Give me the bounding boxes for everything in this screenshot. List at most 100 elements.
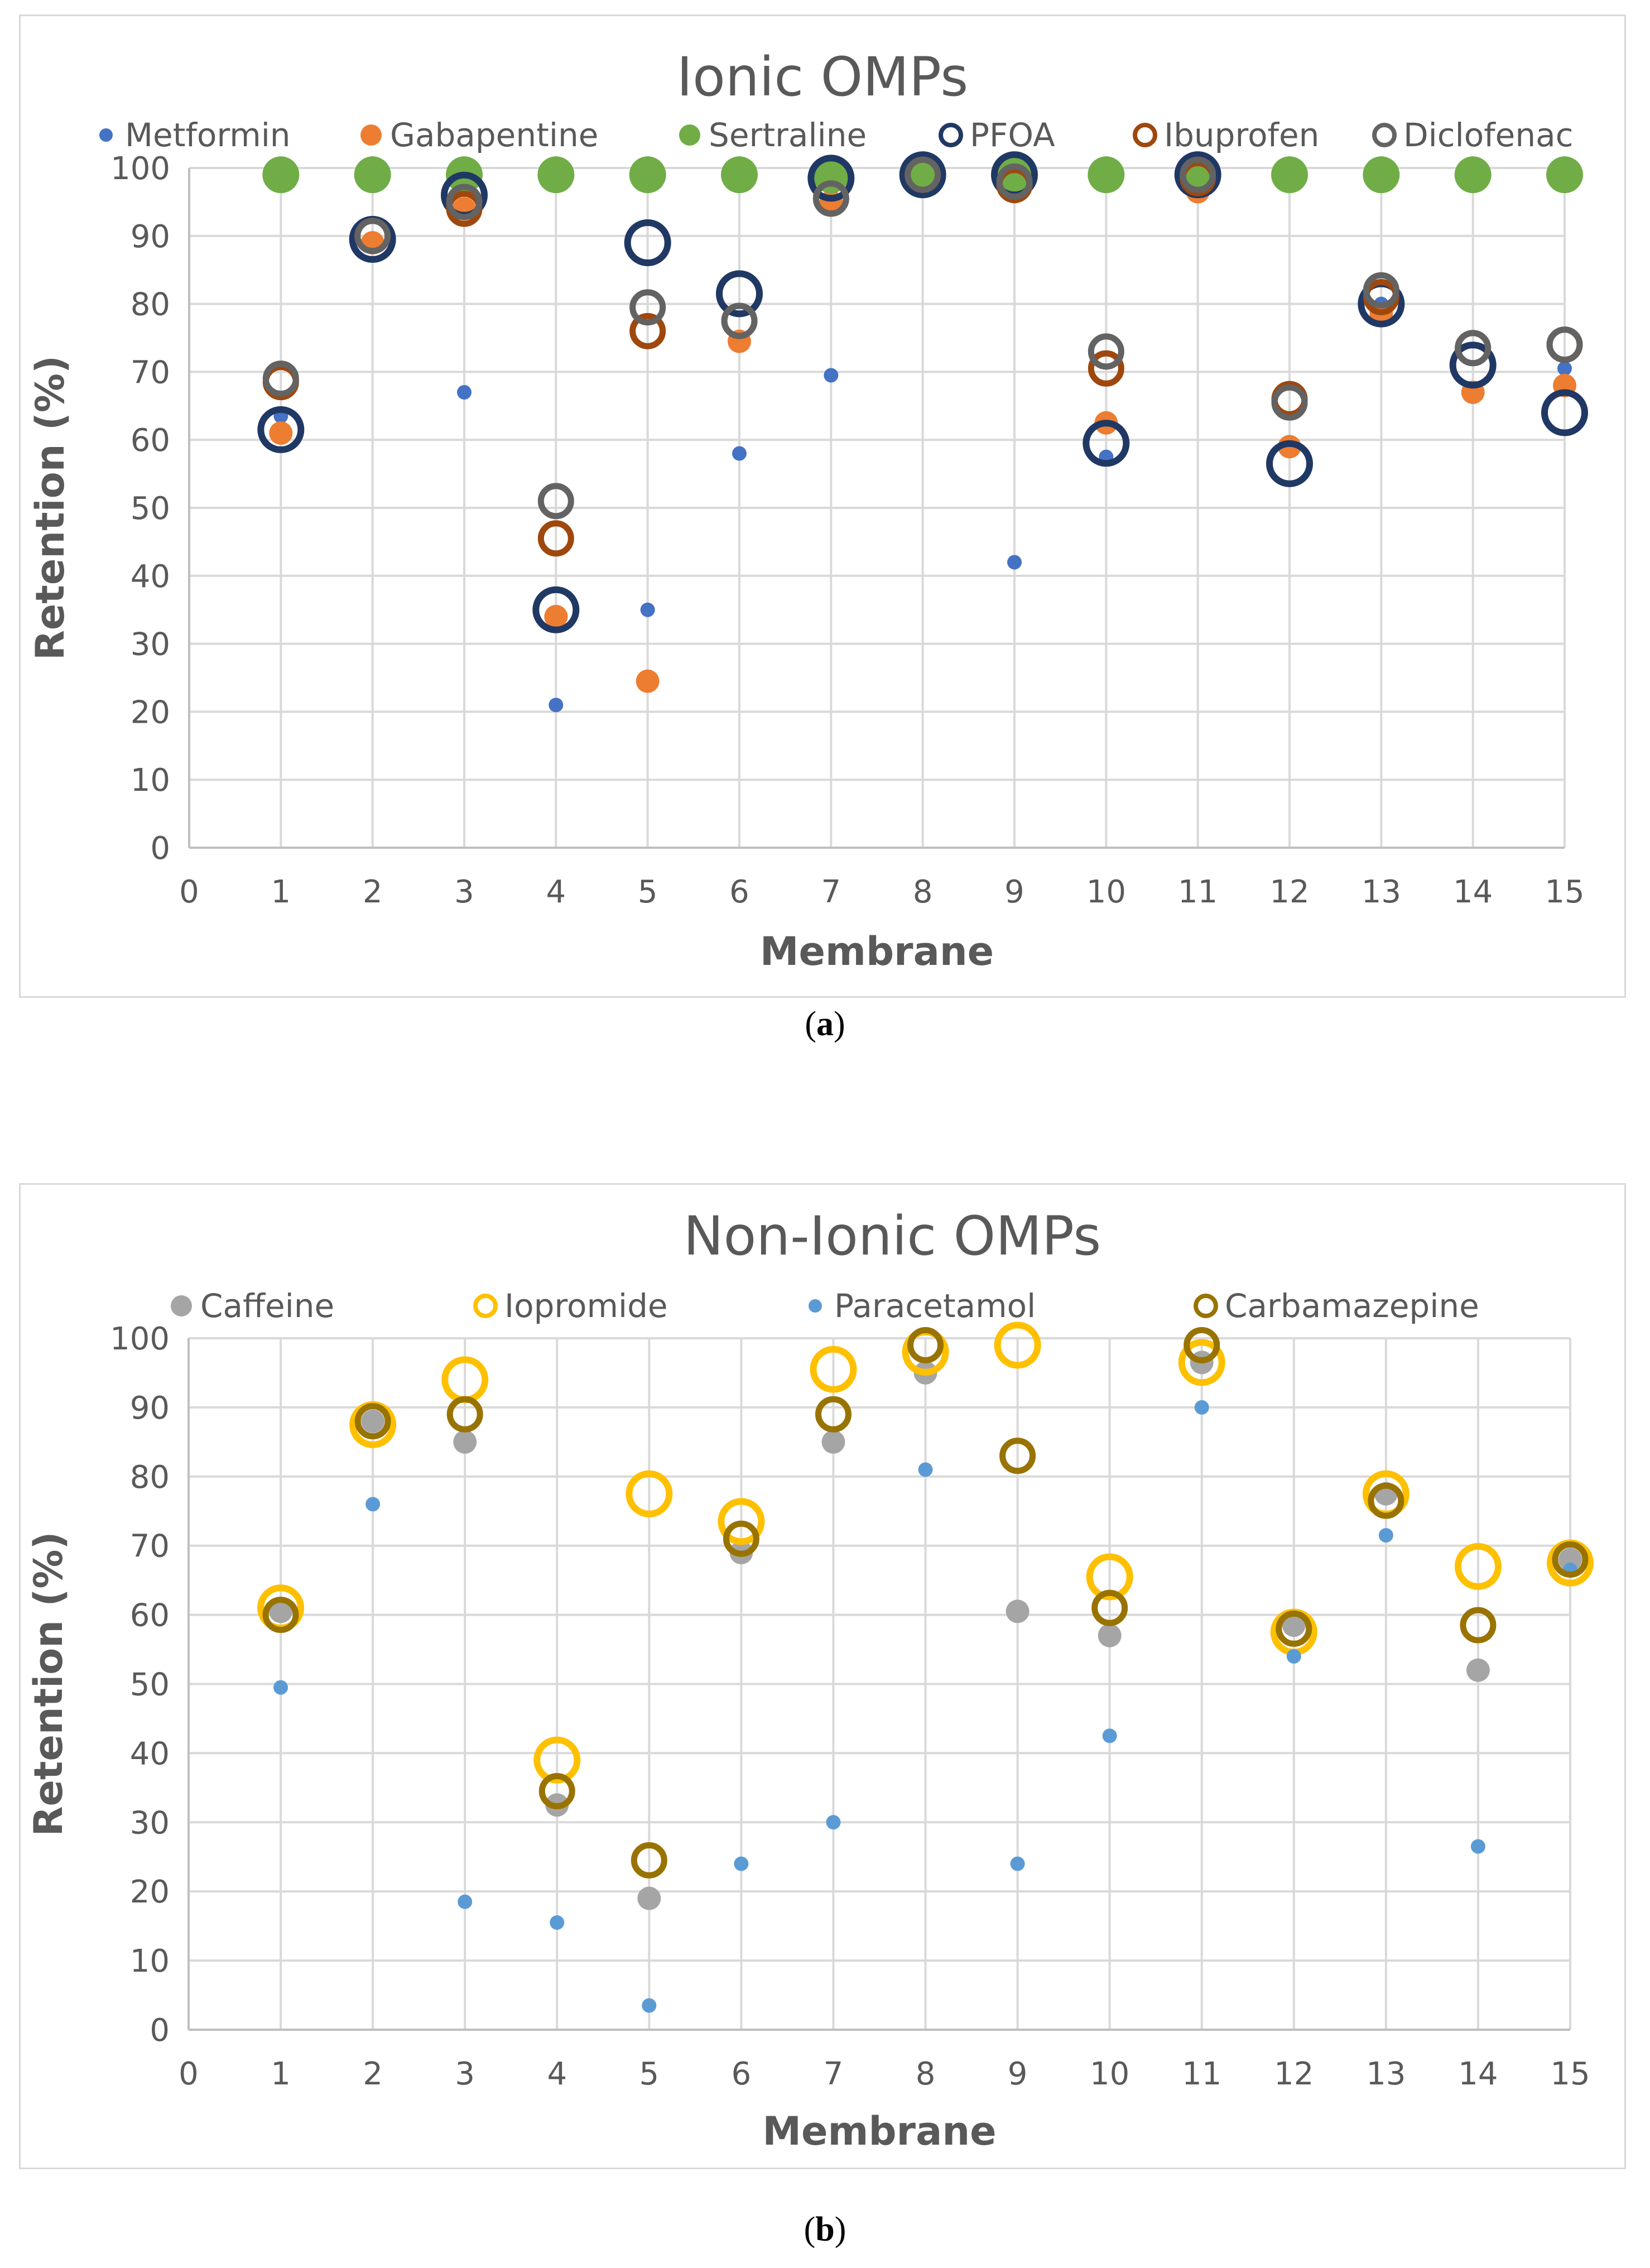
- x-tick-label-5: 5: [638, 874, 658, 910]
- x-tick-label-8: 8: [916, 2056, 936, 2092]
- point-iopromide-5: [626, 1470, 673, 1517]
- point-caffeine-1: [269, 1599, 293, 1623]
- point-sertraline-12: [1271, 156, 1308, 194]
- point-paracetamol-10: [1102, 1728, 1117, 1743]
- x-tick-label-0: 0: [179, 2056, 199, 2092]
- y-tick-label-70: 70: [131, 354, 170, 391]
- point-gabapentine-5: [636, 669, 660, 693]
- chart-b-gridlines: [189, 1337, 1571, 2030]
- point-caffeine-10: [1098, 1623, 1122, 1647]
- legend-label-diclofenac: Diclofenac: [1403, 116, 1574, 154]
- point-carbamazepine-1: [262, 1597, 299, 1633]
- point-metformin-9: [1007, 555, 1022, 570]
- point-caffeine-7: [821, 1430, 845, 1454]
- point-pfoa-15: [1541, 389, 1588, 436]
- point-diclofenac-6: [721, 302, 758, 339]
- x-tick-label-9: 9: [1008, 2056, 1028, 2092]
- point-pfoa-6: [716, 270, 763, 318]
- point-sertraline-10: [1088, 156, 1125, 194]
- x-tick-label-8: 8: [913, 874, 933, 910]
- chart-b-y-axis-title: Retention (%): [26, 1531, 71, 1836]
- x-tick-label-6: 6: [732, 2056, 752, 2092]
- point-paracetamol-2: [365, 1497, 381, 1512]
- point-diclofenac-10: [1088, 333, 1124, 370]
- point-pfoa-5: [624, 219, 671, 266]
- point-gabapentine-4: [544, 604, 568, 628]
- x-tick-label-15: 15: [1550, 2056, 1590, 2092]
- point-diclofenac-2: [354, 218, 391, 254]
- y-tick-label-30: 30: [130, 1805, 170, 1841]
- y-tick-label-100: 100: [110, 1321, 170, 1357]
- x-tick-label-3: 3: [454, 874, 474, 910]
- point-carbamazepine-8: [907, 1327, 944, 1363]
- point-caffeine-2: [361, 1409, 385, 1433]
- legend-item-carbamazepine: Carbamazepine: [1194, 1287, 1479, 1325]
- legend-marker-iopromide: [473, 1294, 498, 1318]
- legend-label-gabapentine: Gabapentine: [390, 116, 598, 154]
- legend-label-caffeine: Caffeine: [200, 1287, 334, 1325]
- point-pfoa-4: [532, 586, 580, 633]
- point-iopromide-4: [533, 1736, 581, 1784]
- legend-marker-paracetamol: [809, 1299, 822, 1313]
- point-metformin-3: [457, 385, 472, 400]
- point-metformin-6: [732, 446, 747, 461]
- legend-label-paracetamol: Paracetamol: [834, 1287, 1036, 1325]
- y-tick-label-0: 0: [150, 830, 170, 867]
- x-tick-label-3: 3: [455, 2056, 475, 2092]
- point-caffeine-3: [453, 1430, 477, 1454]
- chart-b-x-axis-title: Membrane: [762, 2108, 996, 2154]
- chart-a-title: Ionic OMPs: [677, 46, 968, 108]
- x-tick-label-13: 13: [1362, 874, 1401, 910]
- point-diclofenac-3: [446, 184, 483, 220]
- point-iopromide-6: [718, 1498, 765, 1545]
- legend-marker-metformin: [99, 128, 113, 142]
- point-sertraline-14: [1454, 156, 1492, 194]
- legend-label-metformin: Metformin: [125, 116, 291, 154]
- x-tick-label-1: 1: [271, 874, 291, 910]
- legend-item-sertraline: Sertraline: [679, 116, 867, 154]
- point-carbamazepine-6: [723, 1520, 759, 1557]
- series-carbamazepine: [262, 1327, 1589, 1878]
- point-carbamazepine-7: [815, 1396, 852, 1433]
- x-tick-label-2: 2: [363, 874, 383, 910]
- series-iopromide: [257, 1322, 1594, 1784]
- x-tick-label-0: 0: [179, 874, 199, 910]
- point-carbamazepine-14: [1460, 1607, 1497, 1644]
- point-carbamazepine-12: [1276, 1610, 1312, 1647]
- legend-marker-gabapentine: [360, 124, 382, 146]
- x-tick-label-12: 12: [1269, 874, 1309, 910]
- y-tick-label-60: 60: [130, 1598, 170, 1634]
- caption-b-label: b: [815, 2211, 835, 2248]
- point-carbamazepine-10: [1091, 1589, 1128, 1626]
- point-caffeine-14: [1466, 1658, 1490, 1682]
- legend-item-caffeine: Caffeine: [171, 1287, 334, 1325]
- point-metformin-4: [549, 698, 564, 713]
- point-carbamazepine-9: [999, 1438, 1036, 1474]
- legend-item-pfoa: PFOA: [939, 116, 1055, 154]
- point-pfoa-8: [899, 151, 946, 199]
- series-diclofenac: [262, 156, 1583, 520]
- point-paracetamol-7: [826, 1815, 841, 1830]
- point-paracetamol-8: [918, 1462, 933, 1477]
- point-paracetamol-9: [1010, 1856, 1025, 1871]
- legend-marker-caffeine: [171, 1295, 192, 1316]
- series-pfoa: [257, 151, 1588, 633]
- point-sertraline-5: [629, 156, 666, 194]
- point-diclofenac-11: [1180, 156, 1216, 193]
- y-tick-label-20: 20: [131, 694, 170, 731]
- point-metformin-5: [640, 602, 655, 617]
- x-tick-label-4: 4: [546, 874, 566, 910]
- y-tick-label-50: 50: [131, 491, 170, 527]
- point-sertraline-9: [996, 156, 1033, 194]
- point-ibuprofen-4: [537, 520, 574, 557]
- point-caffeine-15: [1558, 1548, 1582, 1572]
- point-metformin-7: [824, 368, 839, 383]
- legend-item-ibuprofen: Ibuprofen: [1133, 116, 1319, 154]
- point-pfoa-12: [1266, 440, 1313, 487]
- point-caffeine-5: [637, 1886, 661, 1910]
- legend-item-paracetamol: Paracetamol: [809, 1287, 1036, 1325]
- point-pfoa-7: [807, 155, 855, 202]
- y-tick-label-0: 0: [150, 2012, 170, 2049]
- x-tick-label-5: 5: [639, 2056, 660, 2092]
